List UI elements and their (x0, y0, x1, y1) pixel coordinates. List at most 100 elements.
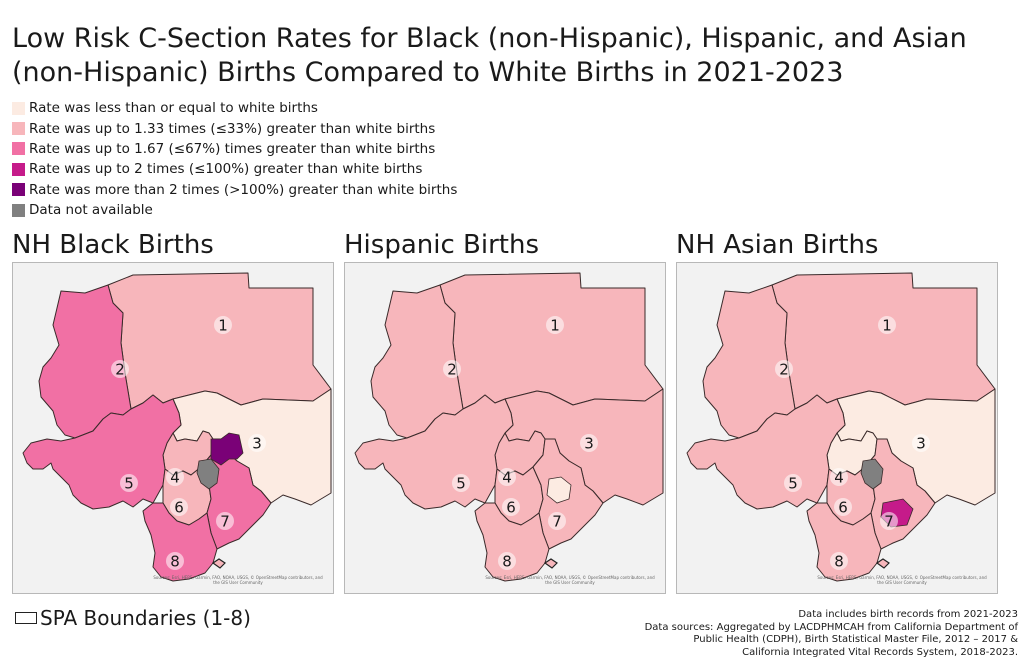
spa-label-circle (548, 512, 566, 530)
legend-item: Rate was up to 2 times (≤100%) greater t… (12, 159, 457, 179)
spa-label-3: 3 (252, 435, 262, 453)
spa-label-circle (111, 360, 129, 378)
legend-item: Data not available (12, 200, 457, 220)
spa-region-8 (474, 502, 550, 582)
spa-label-5: 5 (788, 475, 798, 493)
spa-label-circle (170, 498, 188, 516)
spa-label-4: 4 (834, 469, 844, 487)
spa-label-circle (502, 498, 520, 516)
map-attribution: Sources: Esri, HERE, Garmin, FAO, NOAA, … (485, 575, 655, 585)
spa-label-circle (214, 316, 232, 334)
sources-line: Public Health (CDPH), Birth Statistical … (693, 634, 1018, 645)
spa-label-5: 5 (456, 475, 466, 493)
subarea-patch-central (210, 432, 244, 466)
spa-label-7: 7 (220, 513, 230, 531)
spa-label-circle (498, 552, 516, 570)
sources-line: Data sources: Aggregated by LACDPHMCAH f… (644, 621, 1018, 633)
spa-label-circle (120, 474, 138, 492)
spa-label-circle (830, 552, 848, 570)
island-shape (543, 558, 558, 569)
spa-label-circle (775, 360, 793, 378)
subarea-patch-gray (196, 458, 220, 490)
island-shape (875, 558, 890, 569)
map-attribution: Sources: Esri, HERE, Garmin, FAO, NOAA, … (817, 575, 987, 585)
spa-region-5 (22, 394, 182, 510)
legend-label: Rate was more than 2 times (>100%) great… (29, 181, 458, 198)
legend-label: Rate was up to 1.67 (≤67%) times greater… (29, 140, 436, 157)
spa-label-circle (452, 474, 470, 492)
spa-label-circle (580, 434, 598, 452)
map-svg: 1 2 3 4 5 6 7 8 (686, 272, 996, 582)
map-panel-hispanic: 1 2 3 4 5 6 7 8 Sources: Esri, HERE, Garmin, FA… (344, 262, 666, 594)
spa-label-circle (248, 434, 266, 452)
spa-label-circle (880, 512, 898, 530)
spa-label-6: 6 (174, 499, 184, 517)
title-line-2: (non-Hispanic) Births Compared to White … (12, 57, 844, 88)
spa-label-7: 7 (884, 513, 894, 531)
spa-label-circle (784, 474, 802, 492)
spa-label-circle (830, 468, 848, 486)
spa-region-1 (771, 272, 996, 410)
legend-swatch (12, 203, 25, 217)
spa-label-circle (216, 512, 234, 530)
spa-label-circle (443, 360, 461, 378)
spa-boundary-swatch (15, 612, 37, 624)
legend-label: Rate was up to 2 times (≤100%) greater t… (29, 161, 423, 178)
map-title-black: NH Black Births (12, 230, 214, 260)
spa-label-4: 4 (170, 469, 180, 487)
sources-line: California Integrated Vital Records Syst… (742, 646, 1018, 658)
map-attribution: Sources: Esri, HERE, Garmin, FAO, NOAA, … (153, 575, 323, 585)
spa-label-2: 2 (779, 361, 789, 379)
legend-swatch (12, 101, 25, 115)
legend-swatch (12, 142, 25, 156)
spa-label-7: 7 (552, 513, 562, 531)
spa-label-circle (912, 434, 930, 452)
spa-boundaries-legend: SPA Boundaries (1-8) (15, 606, 251, 630)
legend-item: Rate was more than 2 times (>100%) great… (12, 180, 457, 200)
spa-label-circle (878, 316, 896, 334)
spa-label-circle (166, 468, 184, 486)
spa-region-1 (107, 272, 332, 410)
spa-label-2: 2 (115, 361, 125, 379)
spa-region-1 (439, 272, 664, 410)
legend-swatch (12, 162, 25, 176)
legend-label: Rate was less than or equal to white bir… (29, 100, 318, 117)
spa-label-3: 3 (916, 435, 926, 453)
spa-label-8: 8 (170, 553, 180, 571)
spa-label-8: 8 (834, 553, 844, 571)
map-svg: 1 2 3 4 5 6 7 8 (354, 272, 664, 582)
sources-line: Data includes birth records from 2021-20… (798, 609, 1018, 620)
legend-swatch (12, 183, 25, 197)
subarea-patch-gray (860, 458, 884, 490)
spa-label-3: 3 (584, 435, 594, 453)
map-panel-black: 1 2 3 4 5 6 7 8 Sources: Esri, HERE, Garmin, FA… (12, 262, 334, 594)
map-title-asian: NH Asian Births (676, 230, 879, 260)
map-svg: 1 2 3 4 5 6 7 8 (22, 272, 332, 582)
legend: Rate was less than or equal to white bir… (12, 98, 457, 220)
legend-item: Rate was less than or equal to white bir… (12, 98, 457, 118)
spa-boundaries-label: SPA Boundaries (1-8) (40, 606, 251, 630)
spa-label-circle (498, 468, 516, 486)
spa-label-6: 6 (506, 499, 516, 517)
spa-label-8: 8 (502, 553, 512, 571)
data-sources: Data includes birth records from 2021-20… (598, 609, 1018, 659)
legend-label: Rate was up to 1.33 times (≤33%) greater… (29, 120, 436, 137)
spa-label-circle (546, 316, 564, 334)
legend-item: Rate was up to 1.67 (≤67%) times greater… (12, 139, 457, 159)
spa-label-2: 2 (447, 361, 457, 379)
legend-swatch (12, 122, 25, 136)
spa-label-circle (166, 552, 184, 570)
spa-label-5: 5 (124, 475, 134, 493)
map-panel-asian: 1 2 3 4 5 6 7 8 Sources: Esri, HERE, Garmin, FA… (676, 262, 998, 594)
legend-label: Data not available (29, 202, 153, 219)
title-line-1: Low Risk C-Section Rates for Black (non-… (12, 23, 967, 54)
spa-label-circle (834, 498, 852, 516)
spa-label-1: 1 (550, 317, 560, 335)
spa-label-6: 6 (838, 499, 848, 517)
map-title-hispanic: Hispanic Births (344, 230, 539, 260)
island-shape (211, 558, 226, 569)
spa-label-1: 1 (882, 317, 892, 335)
spa-region-5 (686, 394, 846, 510)
subarea-patch-light7 (546, 476, 572, 504)
page-title: Low Risk C-Section Rates for Black (non-… (12, 22, 1012, 90)
